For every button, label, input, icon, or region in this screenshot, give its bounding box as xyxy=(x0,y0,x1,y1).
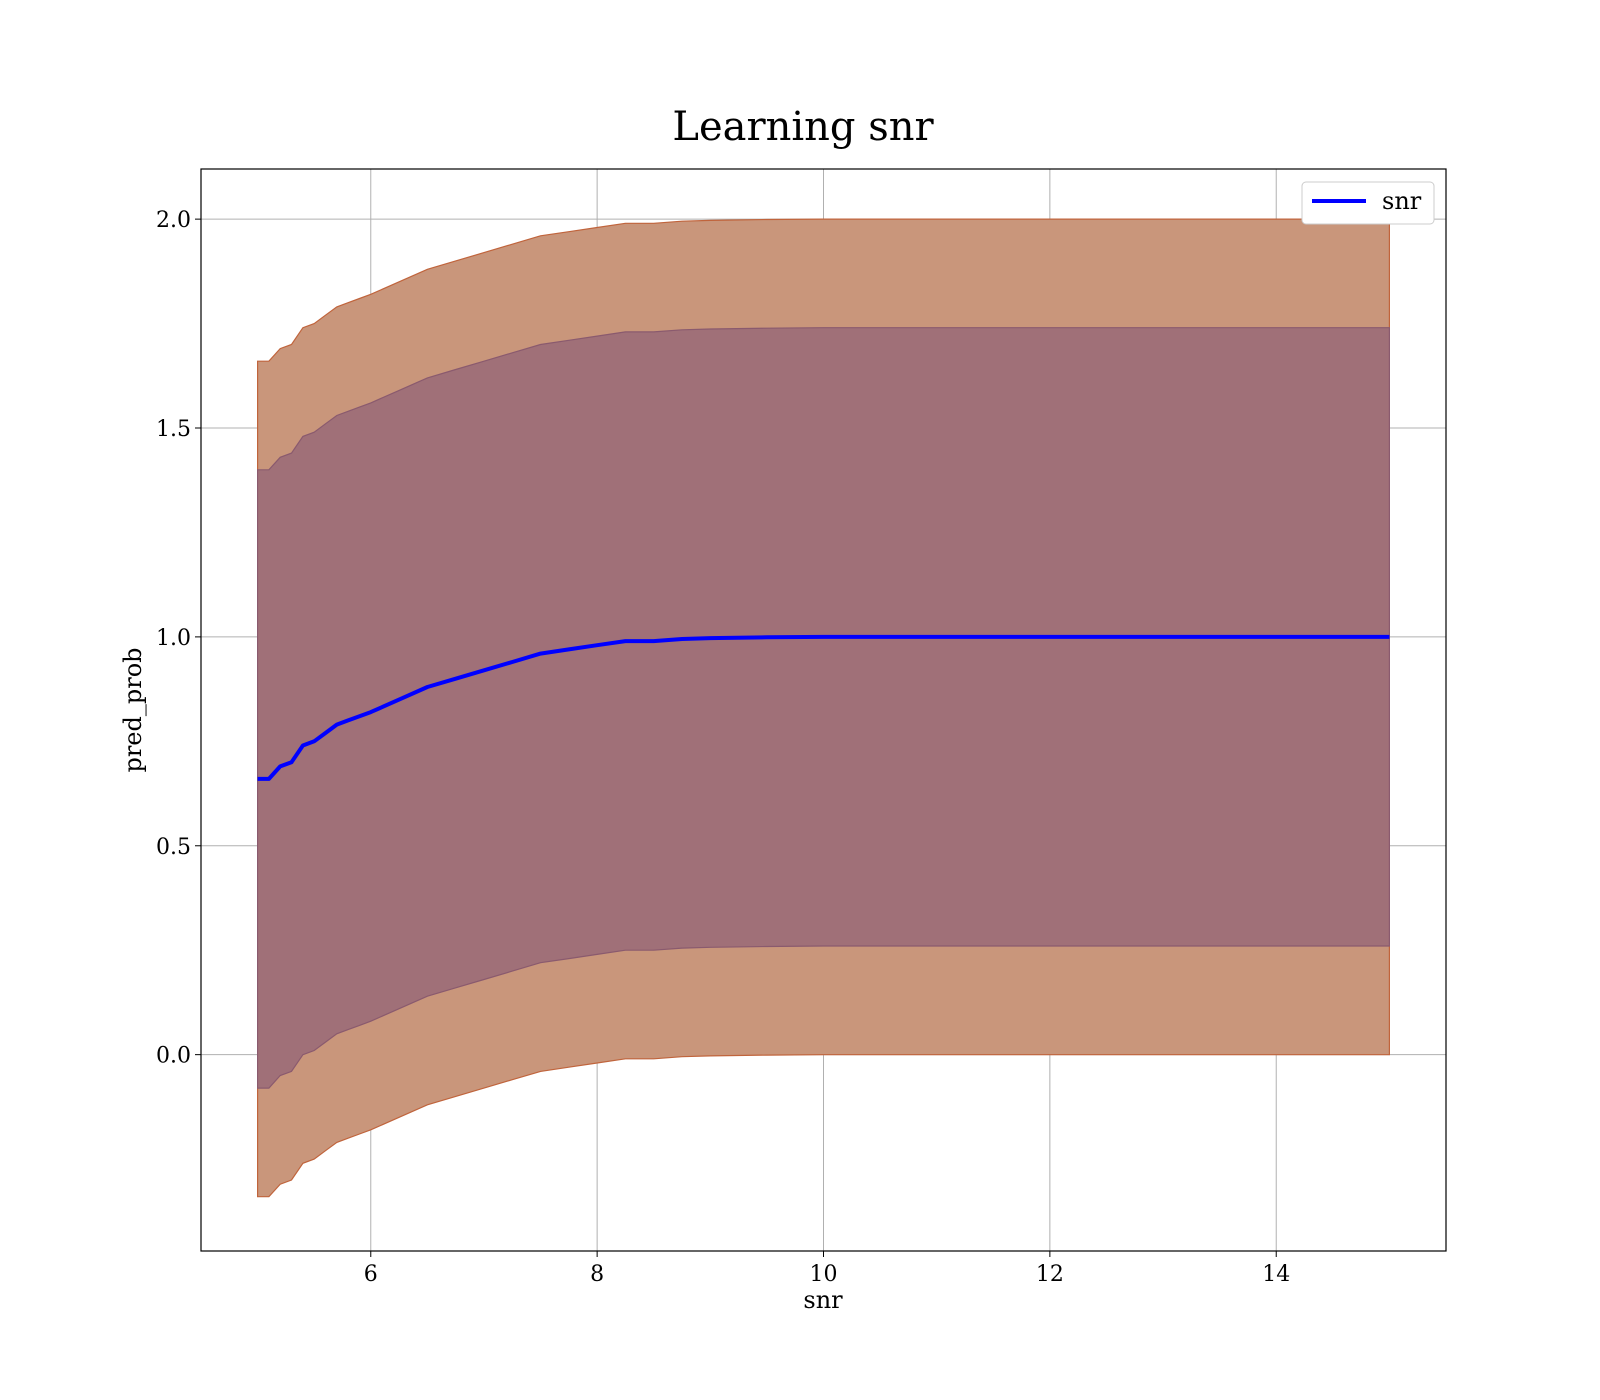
x-tick-label: 6 xyxy=(364,1262,378,1287)
y-tick-label: 2.0 xyxy=(156,208,191,233)
y-axis-label: pred_prob xyxy=(119,647,147,772)
x-tick-label: 14 xyxy=(1262,1262,1290,1287)
legend-box xyxy=(1301,181,1435,225)
series-line-snr xyxy=(257,634,1390,781)
y-tick-label: 0.5 xyxy=(156,835,191,860)
y-tick-label: 1.0 xyxy=(156,626,191,651)
x-tick-label: 8 xyxy=(590,1262,604,1287)
x-tick-label: 12 xyxy=(1036,1262,1064,1287)
chart-title: Learning snr xyxy=(672,104,934,150)
x-axis-ticks: 6 8 10 12 14 xyxy=(364,1251,1290,1287)
legend-label-snr: snr xyxy=(1382,187,1422,215)
confidence-bands xyxy=(257,218,1390,1198)
y-tick-label: 1.5 xyxy=(156,417,191,442)
y-axis-ticks: 0.0 0.5 1.0 1.5 2.0 xyxy=(156,208,201,1069)
legend: snr xyxy=(1301,181,1435,225)
y-tick-label: 0.0 xyxy=(156,1044,191,1069)
x-tick-label: 10 xyxy=(810,1262,838,1287)
band-area-1 xyxy=(257,327,1390,1089)
x-axis-label: snr xyxy=(803,1286,843,1314)
series-lines xyxy=(257,634,1390,781)
